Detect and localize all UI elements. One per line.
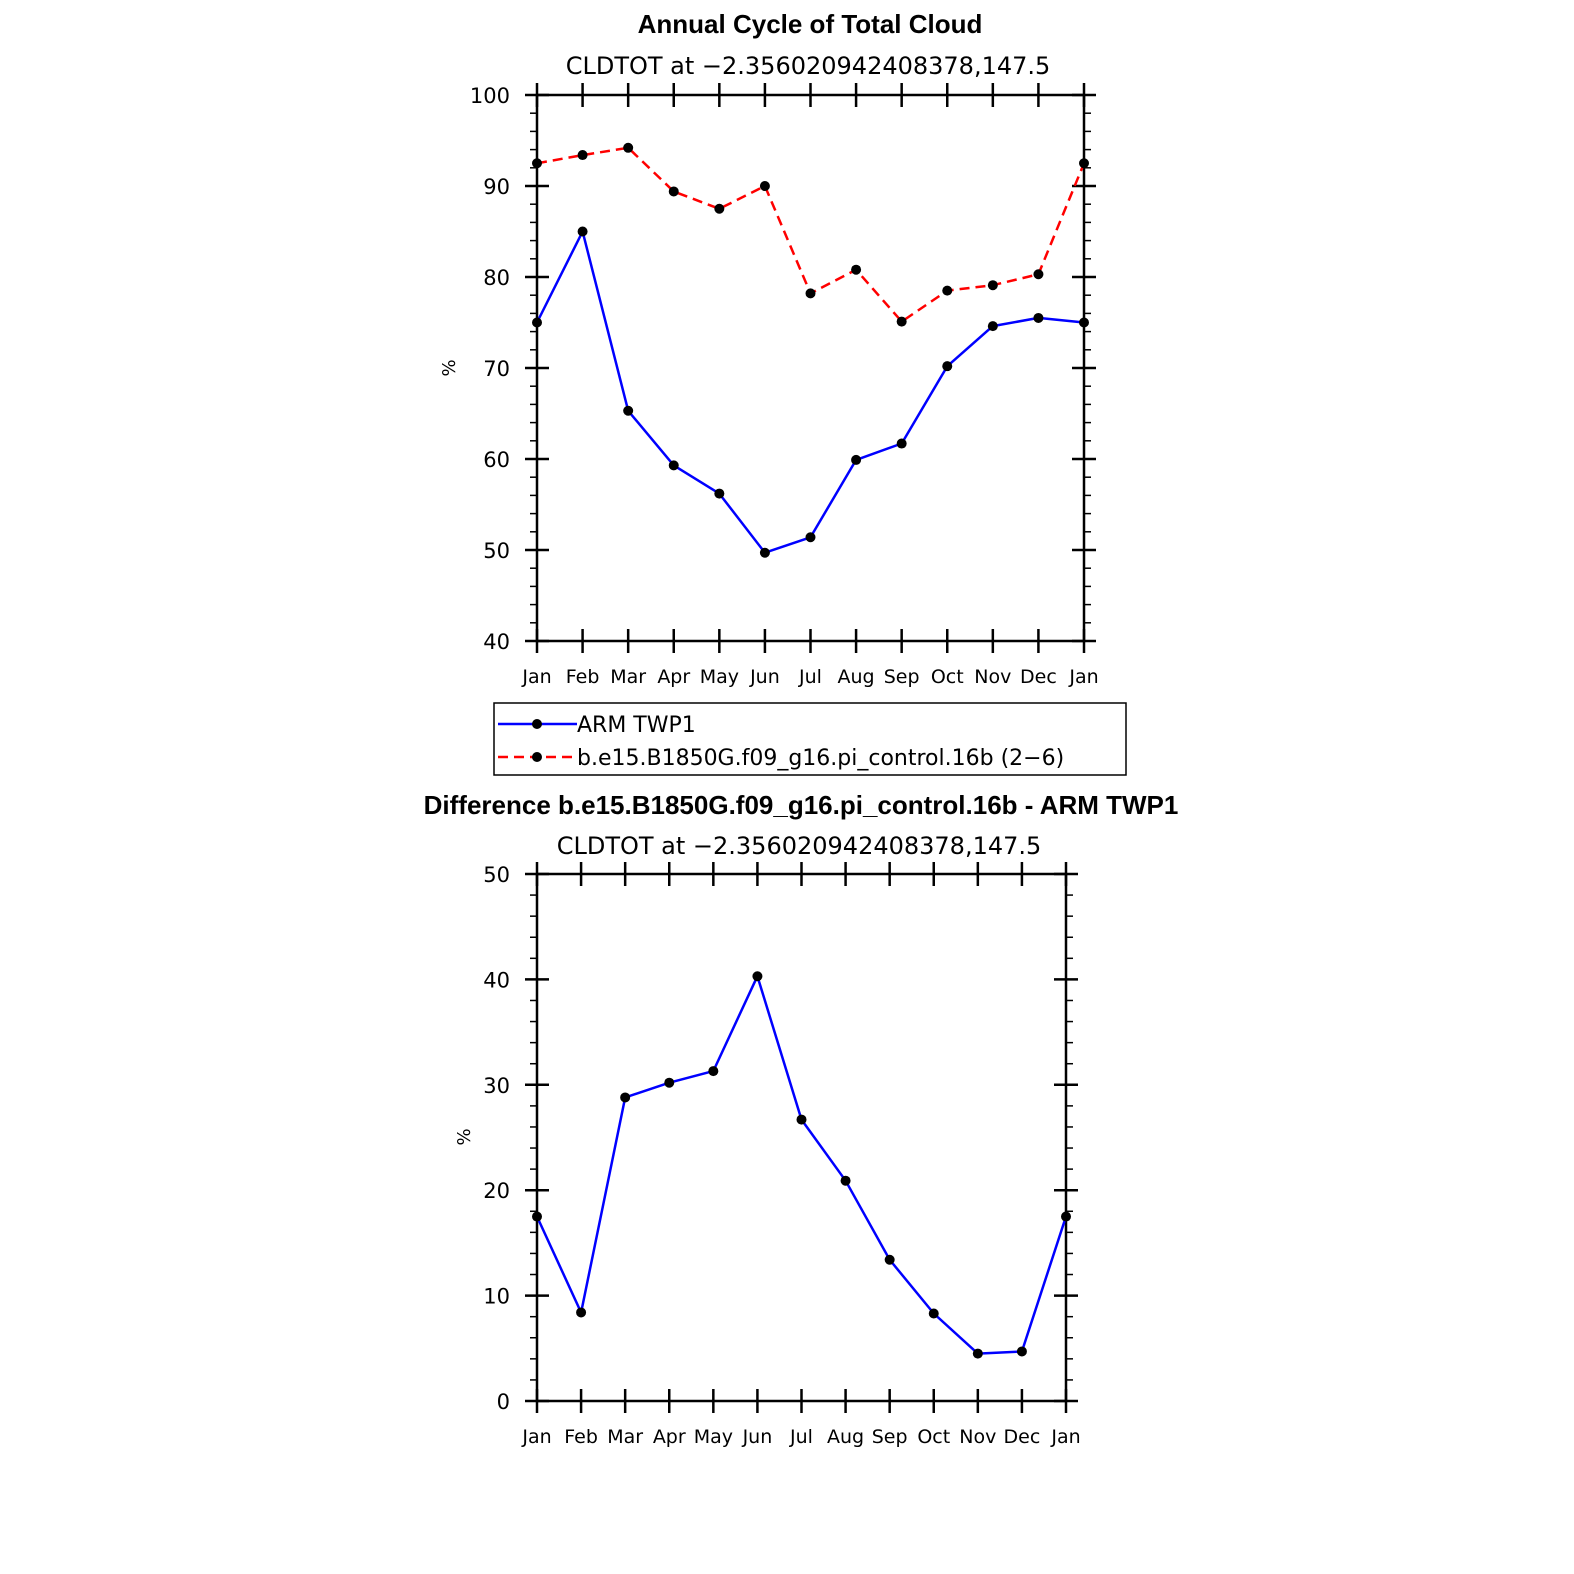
x-tick-label: Jul <box>798 666 822 688</box>
y-tick-label: 90 <box>483 175 510 199</box>
x-tick-label: Mar <box>610 666 646 688</box>
y-tick-label: 20 <box>483 1179 510 1203</box>
legend-marker-model <box>532 752 542 762</box>
y-tick-label: 10 <box>483 1285 510 1309</box>
x-tick-label: Aug <box>827 1426 864 1448</box>
x-tick-label: May <box>694 1426 733 1448</box>
x-tick-label: Jun <box>742 1426 773 1448</box>
data-point <box>805 288 816 299</box>
data-point <box>708 1066 719 1077</box>
x-tick-label: Sep <box>872 1426 908 1448</box>
data-point <box>532 158 542 169</box>
x-tick-label: Oct <box>917 1426 950 1448</box>
x-tick-label: May <box>700 666 739 688</box>
y-axis-label: % <box>454 1128 475 1145</box>
chart-title: Annual Cycle of Total Cloud <box>638 9 983 39</box>
data-point <box>664 1077 675 1088</box>
x-tick-label: Dec <box>1020 666 1057 688</box>
data-point <box>896 316 907 327</box>
legend-box <box>493 702 1127 776</box>
series-line-0 <box>535 230 1085 554</box>
x-tick-label: Jan <box>521 1426 551 1448</box>
y-axis-label: % <box>439 359 460 376</box>
data-point <box>1033 269 1044 280</box>
data-point <box>851 454 862 465</box>
data-point <box>896 438 907 449</box>
x-tick-label: Sep <box>884 666 920 688</box>
x-tick-label: Jan <box>1050 1426 1080 1448</box>
data-point <box>752 971 763 982</box>
y-tick-label: 60 <box>483 448 510 472</box>
x-tick-label: Jan <box>1068 666 1098 688</box>
data-point <box>884 1254 895 1265</box>
x-tick-label: Mar <box>607 1426 643 1448</box>
x-tick-label: Aug <box>838 666 875 688</box>
legend-label-arm: ARM TWP1 <box>577 713 696 738</box>
series-line-0 <box>535 974 1068 1355</box>
chart-subtitle: CLDTOT at −2.356020942408378,147.5 <box>557 832 1042 860</box>
annual-cycle-chart: Annual Cycle of Total Cloud CLDTOT at −2… <box>439 9 1099 688</box>
x-tick-label: Apr <box>653 1426 686 1448</box>
legend-label-model: b.e15.B1850G.f09_g16.pi_control.16b (2−6… <box>577 746 1064 771</box>
x-tick-label: Feb <box>566 666 600 688</box>
data-point <box>805 532 816 543</box>
data-point <box>987 280 998 291</box>
data-point <box>620 1092 631 1103</box>
data-point <box>577 150 588 161</box>
difference-chart: Difference b.e15.B1850G.f09_g16.pi_contr… <box>424 790 1179 1448</box>
y-tick-label: 40 <box>483 630 510 654</box>
data-point <box>972 1348 983 1359</box>
x-tick-label: Nov <box>974 666 1011 688</box>
data-point <box>759 547 770 558</box>
x-tick-label: Jul <box>789 1426 813 1448</box>
x-tick-label: Jun <box>749 666 780 688</box>
x-tick-label: Apr <box>657 666 690 688</box>
y-tick-label: 80 <box>483 266 510 290</box>
x-tick-label: Jan <box>521 666 551 688</box>
plot-frame <box>535 93 1086 643</box>
data-point <box>623 142 634 153</box>
data-point <box>714 488 725 499</box>
data-point <box>668 186 679 197</box>
data-point <box>576 1307 587 1318</box>
data-point <box>1016 1346 1027 1357</box>
chart-subtitle: CLDTOT at −2.356020942408378,147.5 <box>566 52 1051 80</box>
data-point <box>1061 1211 1071 1222</box>
data-point <box>942 285 953 296</box>
data-point <box>928 1308 939 1319</box>
data-point <box>942 361 953 372</box>
y-tick-label: 50 <box>483 539 510 563</box>
data-point <box>623 405 634 416</box>
chart-title: Difference b.e15.B1850G.f09_g16.pi_contr… <box>424 790 1179 820</box>
data-point <box>714 203 725 214</box>
data-point <box>1079 158 1089 169</box>
y-tick-label: 40 <box>483 968 510 992</box>
y-tick-label: 0 <box>497 1390 510 1414</box>
x-tick-label: Oct <box>931 666 964 688</box>
data-point <box>532 1211 542 1222</box>
data-point <box>796 1114 807 1125</box>
data-point <box>1033 312 1044 323</box>
y-tick-label: 70 <box>483 357 510 381</box>
y-tick-label: 30 <box>483 1074 510 1098</box>
data-point <box>840 1175 851 1186</box>
legend: ARM TWP1 b.e15.B1850G.f09_g16.pi_control… <box>493 702 1127 776</box>
data-point <box>987 321 998 332</box>
data-point <box>532 317 542 328</box>
data-point <box>577 226 588 237</box>
x-tick-label: Nov <box>959 1426 996 1448</box>
x-tick-label: Dec <box>1004 1426 1041 1448</box>
data-point <box>1079 317 1089 328</box>
data-point <box>668 460 679 471</box>
x-tick-label: Feb <box>564 1426 598 1448</box>
data-point <box>851 264 862 275</box>
y-tick-label: 50 <box>483 863 510 887</box>
y-tick-label: 100 <box>470 84 510 108</box>
legend-marker-arm <box>532 719 542 729</box>
data-point <box>759 181 770 191</box>
